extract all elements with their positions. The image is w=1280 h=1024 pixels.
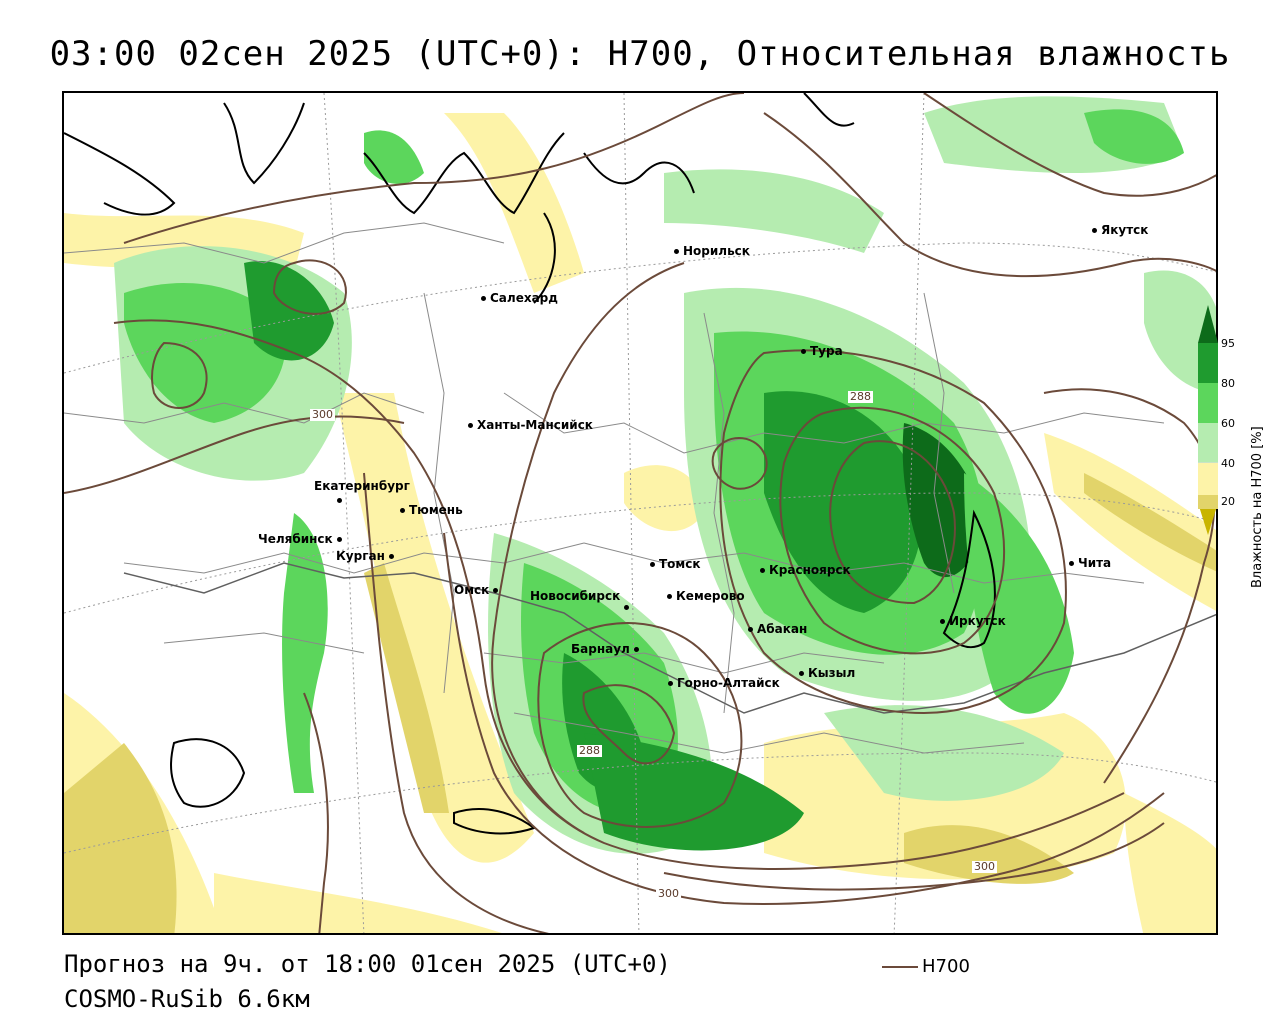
city-dot [493, 588, 499, 593]
city-marker: Томск [650, 558, 701, 570]
city-label: Барнаул [571, 642, 630, 656]
city-label: Томск [659, 557, 701, 571]
city-marker: Курган [336, 550, 398, 562]
city-dot [481, 296, 486, 301]
legend-colorbar [1197, 305, 1219, 535]
city-label: Горно-Алтайск [677, 676, 780, 690]
city-label: Ханты-Мансийск [477, 418, 593, 432]
city-label: Якутск [1101, 223, 1149, 237]
country-borders [123, 562, 1216, 714]
city-dot [668, 681, 673, 686]
city-dot [336, 537, 342, 542]
legend-tick: 95 [1221, 337, 1235, 350]
city-dot [633, 647, 639, 652]
humidity-legend [1197, 305, 1219, 535]
city-marker: Кызыл [799, 667, 855, 679]
city-label: Кызыл [808, 666, 856, 680]
city-marker: Горно-Алтайск [668, 677, 780, 689]
legend-tick: 80 [1221, 377, 1235, 390]
contour-label: 288 [848, 390, 873, 403]
city-dot [760, 568, 765, 573]
city-label: Иркутск [949, 614, 1006, 628]
city-marker: Абакан [748, 623, 807, 635]
city-dot [940, 619, 945, 624]
city-dot [650, 562, 655, 567]
city-label: Кемерово [676, 589, 745, 603]
city-label: Тюмень [409, 503, 463, 517]
city-marker: Чита [1069, 557, 1111, 569]
city-marker: Иркутск [940, 615, 1006, 627]
map-canvas [64, 93, 1216, 933]
city-marker [337, 494, 346, 506]
legend-title: Влажность на H700 [%] [1250, 426, 1265, 588]
contour-label: 300 [656, 887, 681, 900]
city-label: Челябинск [258, 532, 333, 546]
city-dot [1069, 561, 1074, 566]
city-dot [388, 554, 394, 559]
city-marker: Красноярск [760, 564, 851, 576]
city-label: Новосибирск [530, 589, 621, 603]
city-marker: Салехард [481, 292, 558, 304]
city-marker: Якутск [1092, 224, 1148, 236]
city-dot [337, 498, 342, 503]
city-label: Чита [1078, 556, 1112, 570]
contour-key-line [882, 966, 918, 968]
city-dot [468, 423, 473, 428]
city-label: Тура [810, 344, 843, 358]
model-name: COSMO-RuSib 6.6км [64, 985, 310, 1013]
city-label: Салехард [490, 291, 558, 305]
contour-key-label: H700 [922, 956, 970, 977]
humid-regions [114, 96, 1216, 854]
city-marker: Кемерово [667, 590, 745, 602]
coastlines [64, 93, 996, 835]
city-dot [674, 249, 679, 254]
city-dot [400, 508, 405, 513]
contour-label: 300 [972, 860, 997, 873]
city-marker: Тюмень [400, 504, 463, 516]
city-marker: Екатеринбург [314, 480, 410, 492]
city-marker: Новосибирск [530, 590, 620, 602]
admin-borders [64, 222, 1165, 754]
contour-label: 288 [577, 744, 602, 757]
city-label: Абакан [757, 622, 808, 636]
legend-tick: 40 [1221, 457, 1235, 470]
graticule [64, 93, 1216, 933]
city-marker: Барнаул [571, 643, 643, 655]
h700-contours [64, 93, 1216, 933]
city-dot [1092, 228, 1097, 233]
city-marker: Тура [801, 345, 843, 357]
city-dot [801, 349, 806, 354]
city-dot [624, 605, 629, 610]
city-marker [624, 601, 633, 613]
city-label: Екатеринбург [314, 479, 410, 493]
city-marker: Норильск [674, 245, 750, 257]
city-label: Норильск [683, 244, 750, 258]
forecast-info: Прогноз на 9ч. от 18:00 01сен 2025 (UTC+… [64, 950, 671, 978]
weather-map: 300 288 288 300 300 Салехард Норильск Як… [62, 91, 1218, 935]
city-dot [667, 594, 672, 599]
city-label: Красноярск [769, 563, 851, 577]
contour-key: H700 [882, 956, 970, 977]
city-dot [799, 671, 804, 676]
city-dot [748, 627, 753, 632]
legend-tick: 60 [1221, 417, 1235, 430]
city-marker: Омск [454, 584, 502, 596]
city-marker: Ханты-Мансийск [468, 419, 593, 431]
legend-tick: 20 [1221, 495, 1235, 508]
map-title: 03:00 02сен 2025 (UTC+0): H700, Относите… [49, 34, 1231, 74]
city-label: Омск [454, 583, 490, 597]
contour-label: 300 [310, 408, 335, 421]
city-marker: Челябинск [258, 533, 346, 545]
city-label: Курган [336, 549, 385, 563]
